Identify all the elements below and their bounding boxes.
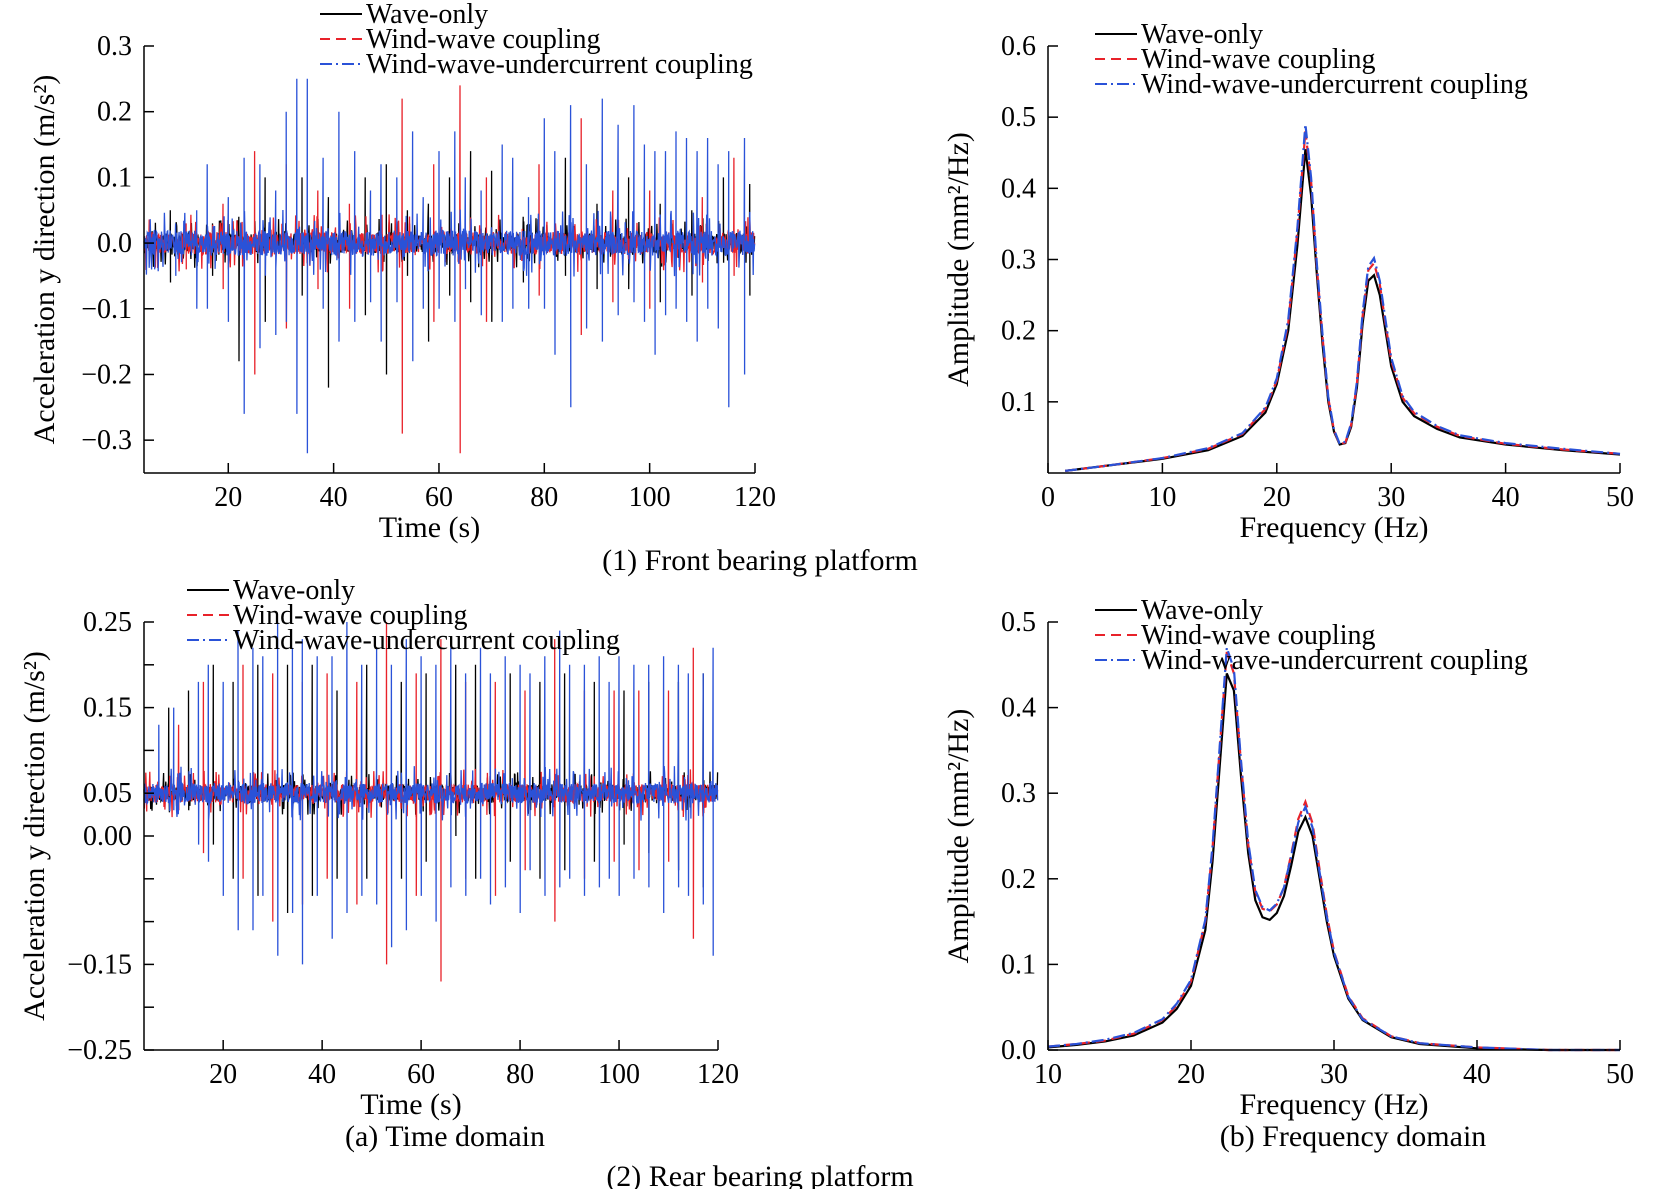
caption-frequency-domain: (b) Frequency domain (1220, 1120, 1487, 1153)
x-tick-label: 60 (425, 482, 453, 513)
x-tick-label: 40 (1463, 1059, 1491, 1090)
x-tick-label: 40 (320, 482, 348, 513)
series-line-3 (143, 78, 756, 454)
series-line-3 (143, 621, 719, 965)
caption-time-domain: (a) Time domain (345, 1120, 545, 1153)
series-group (1047, 647, 1620, 1052)
x-tick-label: 10 (1034, 1059, 1062, 1090)
series-line-3 (1065, 124, 1621, 472)
y-tick-label: 0.6 (1001, 31, 1036, 62)
x-tick-label: 120 (697, 1059, 739, 1090)
series-group (143, 621, 719, 982)
legend-entry: Wave-only (233, 575, 355, 606)
x-tick-label: 100 (598, 1059, 640, 1090)
x-tick-label: 100 (629, 482, 671, 513)
legend-entry: Wind-wave-undercurrent coupling (1141, 69, 1528, 100)
y-tick-label: 0.1 (1001, 387, 1036, 418)
x-tick-label: 40 (1492, 482, 1520, 513)
x-axis-label: Time (s) (360, 1088, 461, 1121)
y-tick-label: −0.1 (81, 294, 132, 325)
legend-entry: Wave-only (366, 0, 488, 30)
series-group (143, 78, 756, 454)
series-line-2 (1065, 131, 1621, 472)
series-group (1065, 124, 1621, 472)
y-tick-label: 0.5 (1001, 102, 1036, 133)
x-axis-label: Time (s) (379, 511, 480, 544)
y-tick-label: −0.3 (81, 425, 132, 456)
series-line-1 (1065, 149, 1621, 472)
legend-entry: Wind-wave coupling (1141, 44, 1375, 75)
series-line-3 (1047, 647, 1620, 1052)
series-line-1 (1047, 672, 1620, 1052)
y-axis-label: Acceleration y direction (m/s²) (28, 75, 61, 445)
y-tick-label: −0.15 (67, 949, 132, 980)
legend-entry: Wind-wave-undercurrent coupling (366, 49, 753, 80)
y-tick-label: 0.15 (83, 693, 132, 724)
y-tick-label: 0.1 (1001, 949, 1036, 980)
x-tick-label: 20 (214, 482, 242, 513)
x-tick-label: 80 (506, 1059, 534, 1090)
caption-rear-platform: (2) Rear bearing platform (606, 1160, 913, 1189)
legend-entry: Wind-wave coupling (366, 24, 600, 55)
x-tick-label: 60 (407, 1059, 435, 1090)
series-line-2 (1047, 651, 1620, 1052)
x-axis-label: Frequency (Hz) (1239, 1088, 1428, 1121)
legend-entry: Wave-only (1141, 595, 1263, 626)
y-tick-label: 0.00 (83, 821, 132, 852)
chart-front-freq: 0.1 0.2 0.3 0.4 0.5 0.6 0 10 20 30 40 50 Frequency (… (942, 19, 1634, 544)
y-axis-label: Acceleration y direction (m/s²) (18, 651, 51, 1021)
y-tick-label: 0.3 (1001, 778, 1036, 809)
legend-entry: Wind-wave-undercurrent coupling (1141, 645, 1528, 676)
y-tick-label: 0.4 (1001, 173, 1036, 204)
x-tick-label: 10 (1148, 482, 1176, 513)
y-axis-label: Amplitude (mm²/Hz) (942, 132, 975, 387)
caption-front-platform: (1) Front bearing platform (602, 544, 918, 577)
chart-rear-freq: 0.0 0.1 0.2 0.3 0.4 0.5 10 20 30 40 50 Frequency (H… (942, 595, 1634, 1121)
y-tick-label: 0.3 (1001, 245, 1036, 276)
x-tick-label: 80 (530, 482, 558, 513)
y-tick-label: −0.2 (81, 359, 132, 390)
x-tick-label: 50 (1606, 482, 1634, 513)
y-tick-label: 0.2 (97, 97, 132, 128)
y-tick-label: 0.0 (1001, 1035, 1036, 1066)
x-tick-label: 0 (1041, 482, 1055, 513)
x-tick-label: 30 (1320, 1059, 1348, 1090)
legend-entry: Wind-wave coupling (233, 600, 467, 631)
chart-rear-time: −0.25 −0.15 0.00 0.05 0.15 0.25 20 40 60 80 100 120… (18, 575, 739, 1121)
legend-entry: Wind-wave-undercurrent coupling (233, 625, 620, 656)
x-tick-label: 50 (1606, 1059, 1634, 1090)
y-tick-label: 0.2 (1001, 316, 1036, 347)
x-tick-label: 20 (1263, 482, 1291, 513)
y-tick-label: 0.05 (83, 778, 132, 809)
y-tick-label: 0.4 (1001, 693, 1036, 724)
y-tick-label: 0.1 (97, 162, 132, 193)
x-tick-label: 20 (1177, 1059, 1205, 1090)
y-tick-label: 0.5 (1001, 607, 1036, 638)
y-tick-label: 0.2 (1001, 864, 1036, 895)
x-tick-label: 120 (734, 482, 776, 513)
y-axis-label: Amplitude (mm²/Hz) (942, 709, 975, 964)
x-tick-label: 40 (308, 1059, 336, 1090)
x-tick-label: 20 (209, 1059, 237, 1090)
chart-front-time: −0.3 −0.2 −0.1 0.0 0.1 0.2 0.3 20 40 60 80 100 120 Ti… (28, 0, 776, 544)
x-axis-label: Frequency (Hz) (1239, 511, 1428, 544)
y-tick-label: 0.3 (97, 31, 132, 62)
legend-entry: Wave-only (1141, 19, 1263, 50)
x-tick-label: 30 (1377, 482, 1405, 513)
y-tick-label: 0.0 (97, 228, 132, 259)
legend-entry: Wind-wave coupling (1141, 620, 1375, 651)
y-tick-label: −0.25 (67, 1035, 132, 1066)
y-tick-label: 0.25 (83, 607, 132, 638)
